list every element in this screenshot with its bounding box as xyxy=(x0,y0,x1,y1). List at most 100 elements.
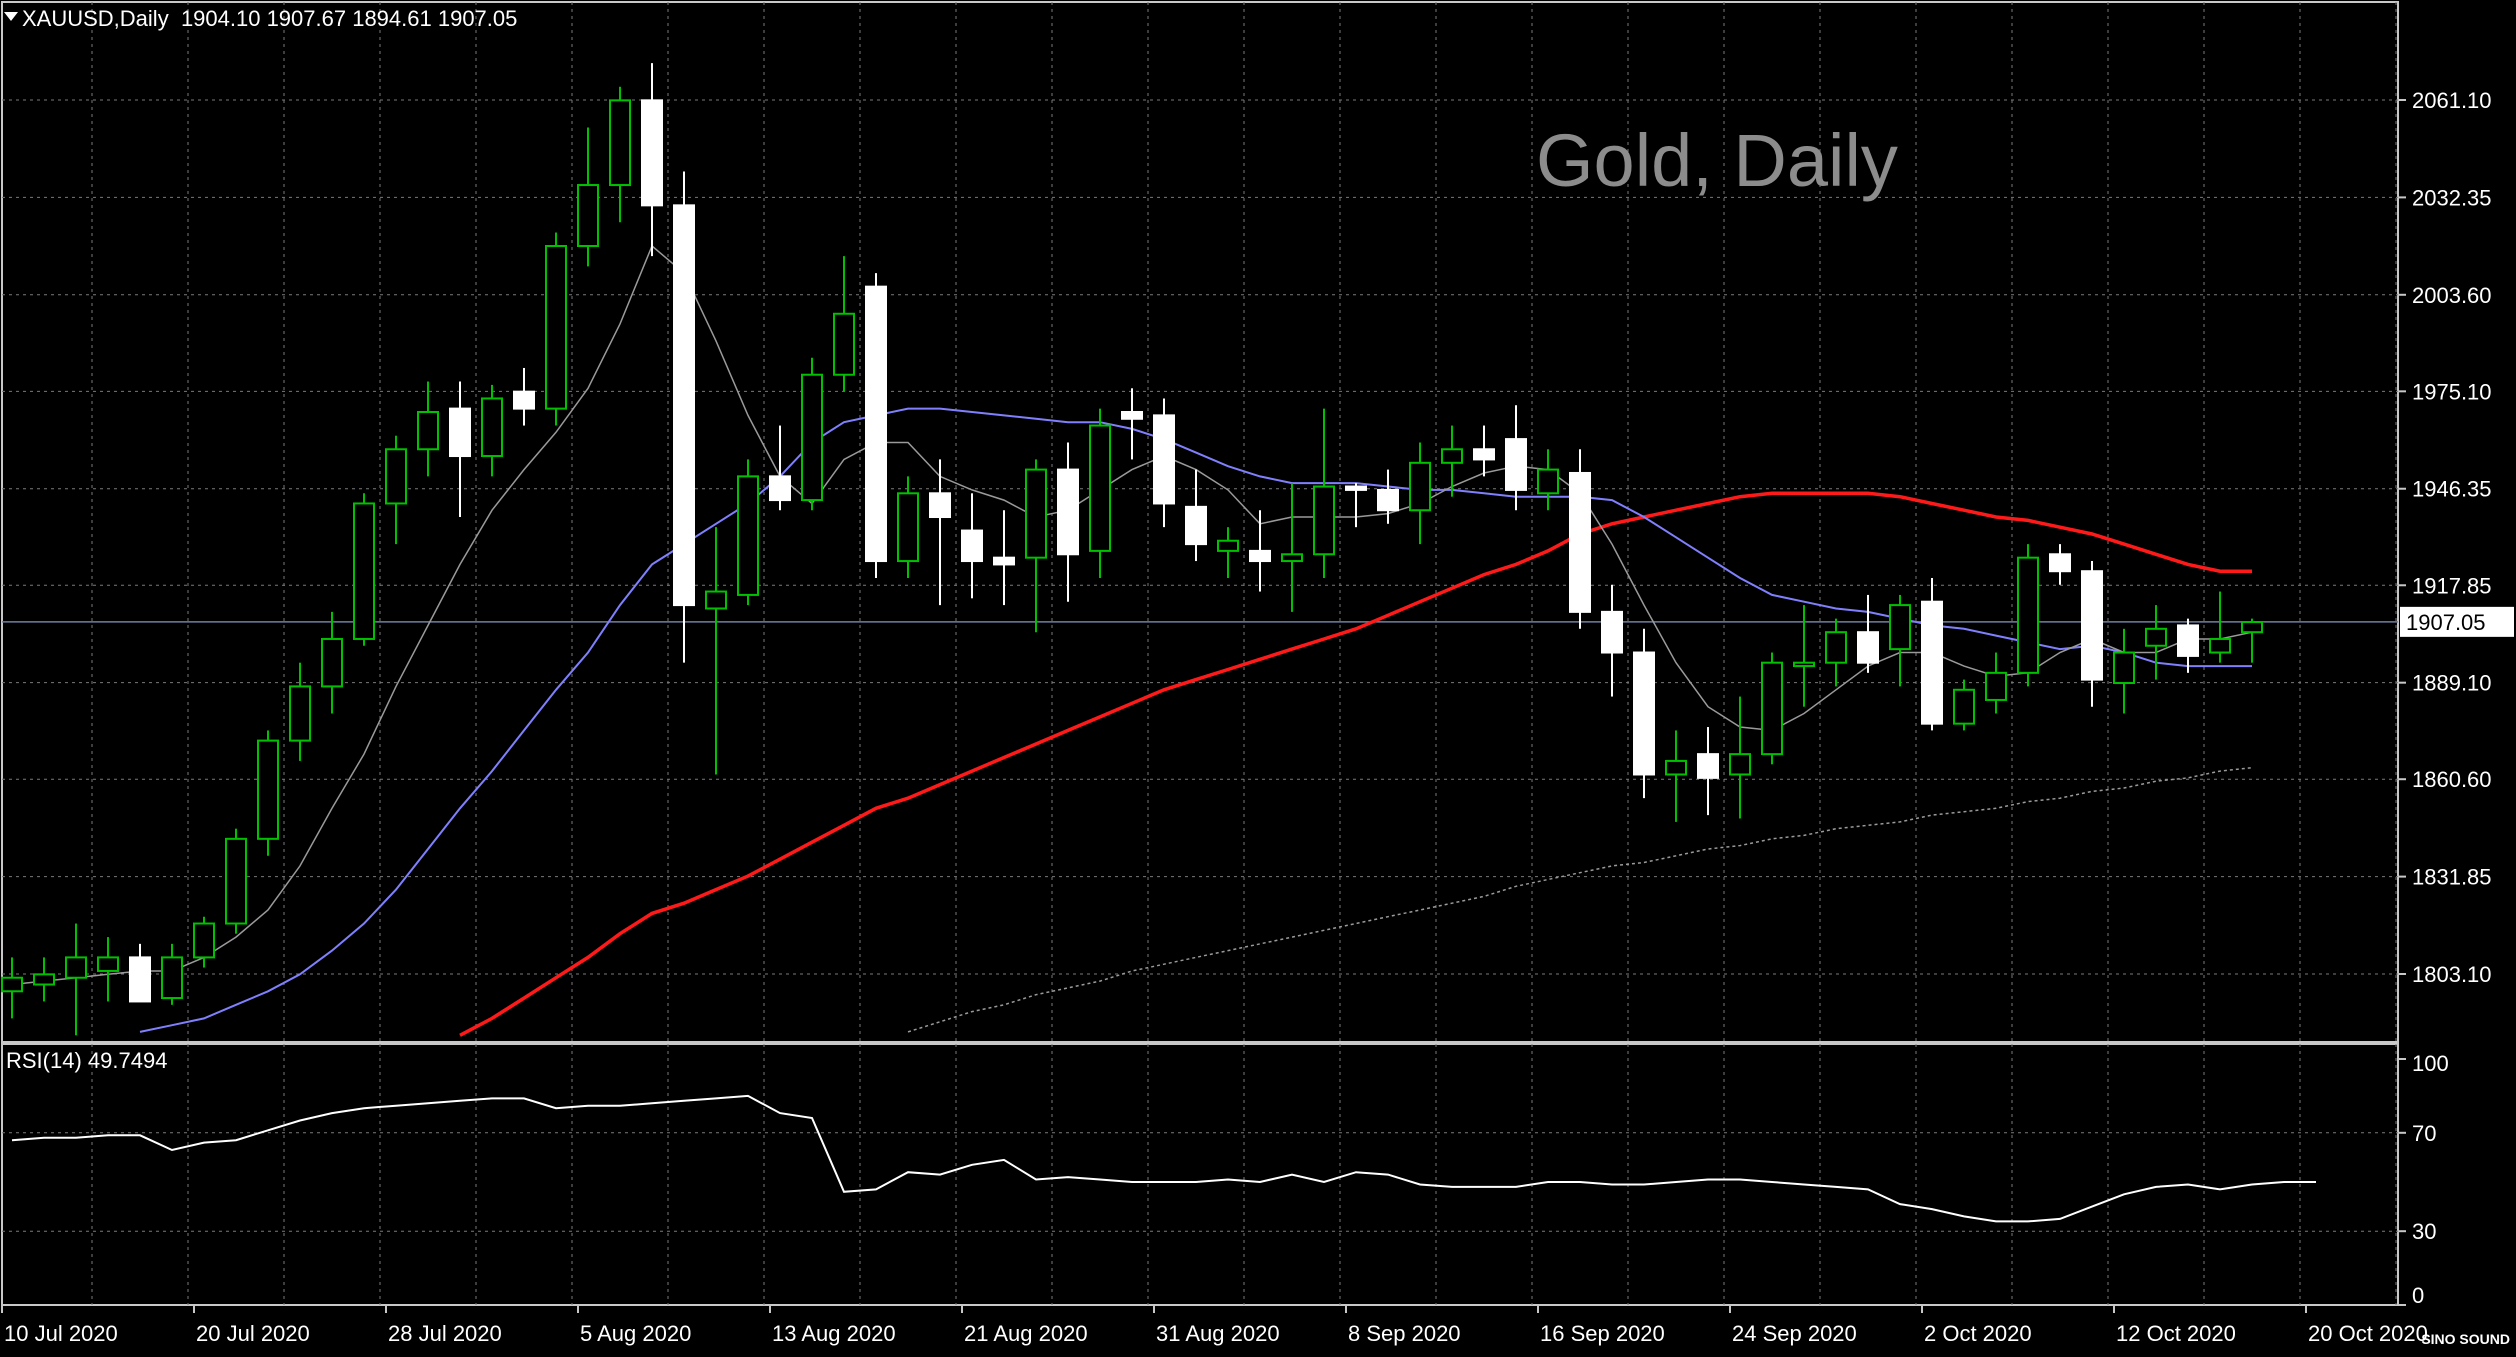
candle-body xyxy=(545,245,567,410)
candle-body xyxy=(1153,414,1175,505)
date-axis-label: 16 Sep 2020 xyxy=(1540,1321,1665,1346)
candle-body xyxy=(129,956,151,1003)
price-axis-label: 1917.85 xyxy=(2412,573,2492,598)
candle-body xyxy=(161,956,183,1000)
date-axis-label: 2 Oct 2020 xyxy=(1924,1321,2032,1346)
rsi-axis-label: 70 xyxy=(2412,1121,2436,1146)
date-axis-label: 13 Aug 2020 xyxy=(772,1321,896,1346)
moving-average-fast-line xyxy=(11,244,2253,986)
candle-body xyxy=(1281,553,1303,563)
price-axis-label: 1975.10 xyxy=(2412,379,2492,404)
rsi-axis-label: 100 xyxy=(2412,1051,2449,1076)
price-axis-label: 1889.10 xyxy=(2412,671,2492,696)
candle-body xyxy=(2177,624,2199,657)
candle-body xyxy=(1409,461,1431,512)
candle-body xyxy=(1025,468,1047,559)
date-axis-label: 20 Jul 2020 xyxy=(196,1321,310,1346)
candle-body xyxy=(1761,661,1783,756)
rsi-indicator-label: RSI(14) 49.7494 xyxy=(6,1048,168,1073)
candle-body xyxy=(1889,604,1911,651)
candle-body xyxy=(1857,631,1879,664)
candle-body xyxy=(865,285,887,563)
date-axis-label: 5 Aug 2020 xyxy=(580,1321,691,1346)
rsi-axis-label: 0 xyxy=(2412,1283,2424,1308)
candle-body xyxy=(1,976,23,993)
moving-average-long-line xyxy=(907,766,2253,1033)
price-axis-label: 2032.35 xyxy=(2412,185,2492,210)
candle-body xyxy=(353,502,375,640)
rsi-panel-frame xyxy=(1,1043,2399,1306)
candle-body xyxy=(1825,631,1847,664)
moving-average-slow-line xyxy=(459,491,2252,1037)
candle-body xyxy=(289,685,311,742)
candle-body xyxy=(1345,485,1367,491)
candle-body xyxy=(2081,570,2103,681)
candle-body xyxy=(673,204,695,607)
candle-body xyxy=(97,956,119,972)
candle-body xyxy=(705,590,727,610)
candle-body xyxy=(1057,468,1079,556)
candle-body xyxy=(1665,759,1687,776)
current-price-label: 1907.05 xyxy=(2406,610,2486,635)
candle-body xyxy=(1633,651,1655,776)
candle-body xyxy=(1537,468,1559,495)
date-axis-label: 12 Oct 2020 xyxy=(2116,1321,2236,1346)
date-axis-label: 20 Oct 2020 xyxy=(2308,1321,2428,1346)
current-price-tag xyxy=(2400,606,2514,637)
symbol-menu-icon[interactable] xyxy=(4,12,18,21)
candle-body xyxy=(897,492,919,563)
candle-body xyxy=(2113,651,2135,685)
candle-body xyxy=(2049,553,2071,573)
candle-body xyxy=(577,184,599,248)
candle-body xyxy=(1089,424,1111,552)
date-axis-label: 10 Jul 2020 xyxy=(4,1321,118,1346)
date-axis-label: 24 Sep 2020 xyxy=(1732,1321,1857,1346)
symbol-name: XAUUSD,Daily xyxy=(22,6,169,31)
candle-body xyxy=(481,397,503,458)
candle-body xyxy=(737,475,759,596)
candle-body xyxy=(1121,410,1143,420)
candle-body xyxy=(1473,448,1495,461)
candle-body xyxy=(2017,556,2039,674)
candle-body xyxy=(1793,661,1815,668)
candle-body xyxy=(1729,753,1751,776)
candle-body xyxy=(961,529,983,563)
price-axis-label: 2061.10 xyxy=(2412,88,2492,113)
candle-body xyxy=(321,637,343,688)
candle-body xyxy=(33,973,55,986)
date-axis-label: 28 Jul 2020 xyxy=(388,1321,502,1346)
rsi-line xyxy=(11,1094,2316,1223)
candle-body xyxy=(801,373,823,502)
candle-body xyxy=(1249,549,1271,563)
candle-body xyxy=(193,922,215,959)
price-axis-label: 1860.60 xyxy=(2412,767,2492,792)
candle-body xyxy=(225,837,247,925)
chart-watermark: Gold, Daily xyxy=(1536,119,1898,202)
candle-body xyxy=(1985,671,2007,701)
candle-body xyxy=(1217,539,1239,552)
candle-body xyxy=(449,407,471,458)
price-axis-label: 1831.85 xyxy=(2412,865,2492,890)
date-axis-label: 8 Sep 2020 xyxy=(1348,1321,1461,1346)
price-axis-label: 2003.60 xyxy=(2412,283,2492,308)
candle-body xyxy=(1313,485,1335,556)
symbol-header: XAUUSD,Daily 1904.10 1907.67 1894.61 190… xyxy=(22,6,517,32)
candle-body xyxy=(2145,627,2167,647)
candle-body xyxy=(65,956,87,979)
candle-body xyxy=(385,448,407,505)
candle-body xyxy=(2209,637,2231,654)
candle-body xyxy=(1377,488,1399,512)
candle-body xyxy=(1441,448,1463,464)
candle-body xyxy=(1953,688,1975,725)
date-axis-label: 31 Aug 2020 xyxy=(1156,1321,1280,1346)
candle-body xyxy=(769,475,791,502)
rsi-axis-label: 30 xyxy=(2412,1219,2436,1244)
candle-body xyxy=(993,556,1015,566)
main-panel-frame xyxy=(1,1,2399,1043)
candle-body xyxy=(641,99,663,207)
candle-body xyxy=(1185,505,1207,546)
candle-body xyxy=(1697,753,1719,779)
candle-body xyxy=(1601,610,1623,654)
